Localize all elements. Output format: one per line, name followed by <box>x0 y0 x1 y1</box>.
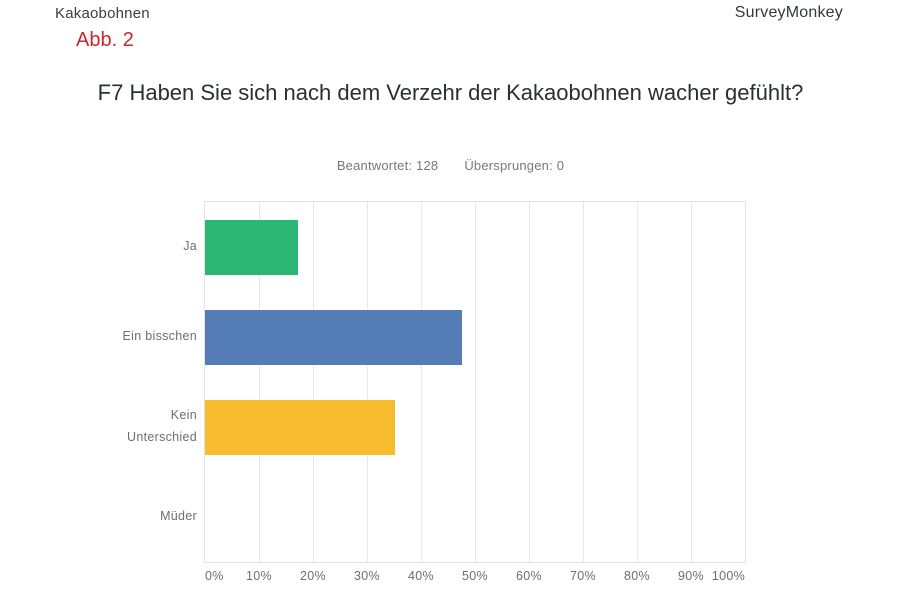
bar-ja <box>205 219 298 275</box>
plot-area <box>204 201 746 563</box>
question-title: F7 Haben Sie sich nach dem Verzehr der K… <box>97 80 804 105</box>
category-label: Ein bisschen <box>122 328 197 343</box>
x-tick-label: 90% <box>678 569 704 583</box>
x-tick-label: 80% <box>624 569 650 583</box>
skipped-label: Übersprungen: <box>464 158 553 173</box>
gridline <box>528 202 530 562</box>
x-tick-label: 30% <box>354 569 380 583</box>
answered-count: 128 <box>416 158 439 173</box>
x-tick-label: 50% <box>462 569 488 583</box>
x-tick-label: 20% <box>300 569 326 583</box>
x-tick-label: 0% <box>205 569 224 583</box>
skipped-stat: Übersprungen: 0 <box>464 158 564 173</box>
answered-stat: Beantwortet: 128 <box>337 158 439 173</box>
gridline <box>582 202 584 562</box>
x-tick-label: 100% <box>711 569 745 583</box>
gridline <box>636 202 638 562</box>
response-stats: Beantwortet: 128 Übersprungen: 0 <box>0 158 901 173</box>
x-tick-label: 60% <box>516 569 542 583</box>
category-label: Kein Unterschied <box>127 407 197 445</box>
gridline <box>258 202 260 562</box>
category-label: Müder <box>160 508 197 523</box>
answered-label: Beantwortet: <box>336 158 413 173</box>
gridline <box>474 202 476 562</box>
gridline <box>366 202 368 562</box>
x-tick-label: 40% <box>408 569 434 583</box>
gridline <box>690 202 692 562</box>
surveymonkey-brand: SurveyMonkey <box>734 4 843 21</box>
x-tick-label: 70% <box>570 569 596 583</box>
document-title: Kakaobohnen <box>55 5 150 22</box>
x-tick-label: 10% <box>246 569 272 583</box>
category-label: Ja <box>183 238 197 253</box>
gridline <box>312 202 314 562</box>
skipped-count: 0 <box>556 158 565 173</box>
bar-ein-bisschen <box>205 309 463 365</box>
figure-label: Abb. 2 <box>76 29 134 51</box>
gridline <box>420 202 422 562</box>
bar-kein-unterschied <box>205 399 395 455</box>
